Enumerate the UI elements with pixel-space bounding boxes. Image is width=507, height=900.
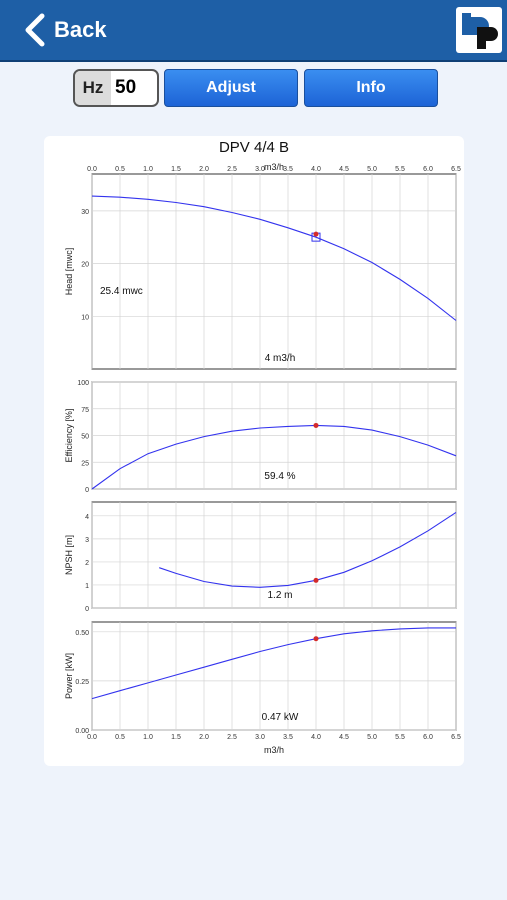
x-tick-label-bottom: 3.5 <box>283 734 293 741</box>
operating-point-dot <box>313 231 319 237</box>
x-tick-label-bottom: 5.5 <box>395 734 405 741</box>
panel-frame <box>91 621 457 731</box>
x-tick-label-bottom: 4.5 <box>339 734 349 741</box>
x-axis-label-top: m3/h <box>264 162 284 172</box>
x-tick-label-bottom: 2.0 <box>199 734 209 741</box>
panel-efficiency: 0 25 50 75 100 Efficiency [%] 59.4 % <box>64 380 457 494</box>
x-tick-label-top: 1.5 <box>171 166 181 173</box>
x-tick-label-bottom: 0.0 <box>87 734 97 741</box>
y-tick-label: 25 <box>81 460 89 467</box>
npsh-curve <box>159 511 457 588</box>
y-tick-label: 100 <box>77 380 89 387</box>
hz-value[interactable]: 50 <box>115 77 137 98</box>
y-axis-label: Head [mwc] <box>64 248 74 296</box>
operating-point-dot <box>313 577 319 583</box>
y-axis-label: Power [kW] <box>64 653 74 699</box>
y-tick-label: 75 <box>81 407 89 414</box>
y-tick-label: 1 <box>85 583 89 590</box>
x-axis-label-bottom: m3/h <box>264 745 284 755</box>
x-tick-label-top: 2.0 <box>199 166 209 173</box>
x-tick-label-top: 1.0 <box>143 166 153 173</box>
x-tick-label-top: 3.5 <box>283 166 293 173</box>
x-tick-label-top: 0.0 <box>87 166 97 173</box>
x-tick-label-top: 4.5 <box>339 166 349 173</box>
operating-point-dot <box>313 422 319 428</box>
x-tick-label-top: 6.5 <box>451 166 461 173</box>
power-value-label: 0.47 kW <box>262 712 299 723</box>
back-button[interactable]: Back <box>20 12 107 48</box>
y-axis-label: Efficiency [%] <box>64 409 74 463</box>
y-tick-label: 4 <box>85 514 89 521</box>
x-tick-label-top: 0.5 <box>115 166 125 173</box>
x-tick-label-bottom: 5.0 <box>367 734 377 741</box>
y-tick-label: 0.50 <box>75 630 89 637</box>
y-tick-label: 10 <box>81 314 89 321</box>
panel-power: 0.00 0.25 0.50 Power [kW] 0.0 0.5 1.0 1.5 2.0 2.5… <box>64 621 461 741</box>
back-label: Back <box>54 17 107 42</box>
hz-label: Hz <box>75 71 111 105</box>
efficiency-curve <box>91 424 457 490</box>
x-tick-label-bottom: 6.0 <box>423 734 433 741</box>
chevron-left-icon <box>25 13 45 47</box>
info-button[interactable]: Info <box>304 69 438 107</box>
x-tick-label-top: 6.0 <box>423 166 433 173</box>
app-header: Back <box>0 0 507 62</box>
panel-npsh: 0 1 2 3 4 NPSH [m] 1.2 m <box>64 501 457 613</box>
y-tick-label: 30 <box>81 209 89 216</box>
y-tick-label: 0.25 <box>75 679 89 686</box>
frequency-input[interactable]: Hz 50 <box>73 69 159 107</box>
x-tick-label-bottom: 6.5 <box>451 734 461 741</box>
y-tick-label: 2 <box>85 560 89 567</box>
dp-logo-icon <box>456 7 502 53</box>
x-tick-label-bottom: 0.5 <box>115 734 125 741</box>
x-tick-label-top: 2.5 <box>227 166 237 173</box>
y-tick-label: 0.00 <box>75 728 89 735</box>
x-tick-label-bottom: 4.0 <box>311 734 321 741</box>
panel-frame <box>91 173 457 370</box>
adjust-button[interactable]: Adjust <box>164 69 298 107</box>
efficiency-value-label: 59.4 % <box>264 471 295 482</box>
x-tick-label-top: 3.0 <box>255 166 265 173</box>
flow-value-label: 4 m3/h <box>265 353 296 364</box>
head-curve <box>91 195 457 321</box>
y-tick-label: 0 <box>85 606 89 613</box>
x-tick-label-top: 4.0 <box>311 166 321 173</box>
x-tick-label-top: 5.0 <box>367 166 377 173</box>
x-tick-label-bottom: 1.5 <box>171 734 181 741</box>
x-tick-label-bottom: 2.5 <box>227 734 237 741</box>
panel-head: 10 20 30 Head [mwc] 0.0 0.5 1.0 1.5 2.0 2.5 3.0 3.5… <box>64 166 461 370</box>
y-tick-label: 3 <box>85 537 89 544</box>
x-tick-label-top: 5.5 <box>395 166 405 173</box>
x-tick-label-bottom: 1.0 <box>143 734 153 741</box>
y-tick-label: 50 <box>81 434 89 441</box>
operating-point-dot <box>313 636 319 642</box>
npsh-value-label: 1.2 m <box>267 590 292 601</box>
y-axis-label: NPSH [m] <box>64 535 74 575</box>
power-curve <box>91 627 456 700</box>
head-value-label: 25.4 mwc <box>100 286 143 297</box>
y-tick-label: 0 <box>85 487 89 494</box>
chart-title: DPV 4/4 B <box>219 139 289 156</box>
y-tick-label: 20 <box>81 262 89 269</box>
x-tick-label-bottom: 3.0 <box>255 734 265 741</box>
